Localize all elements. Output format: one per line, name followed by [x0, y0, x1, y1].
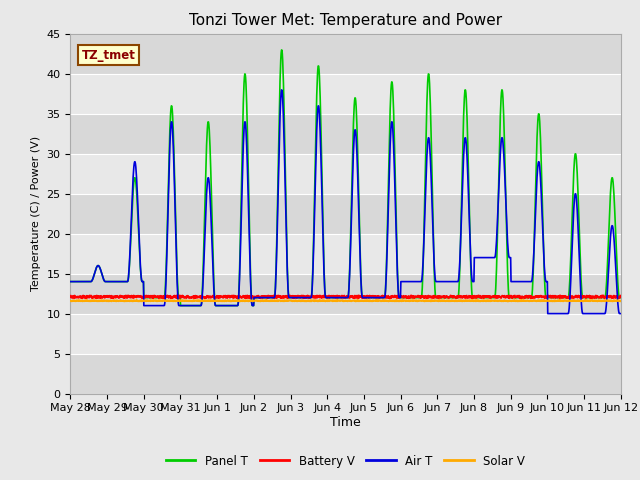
Panel T [189, 303, 197, 309]
Bar [70, 193, 621, 234]
Line: Air T: Air T [70, 90, 621, 313]
Line: Solar V: Solar V [70, 300, 621, 301]
Solar V [548, 298, 556, 304]
Solar V [504, 298, 511, 304]
Bar [70, 154, 621, 193]
Panel T [251, 295, 259, 300]
Air T [67, 279, 74, 285]
Battery V [552, 294, 559, 300]
Bar [70, 114, 621, 154]
Panel T [67, 279, 74, 285]
Bar [70, 274, 621, 313]
Air T [278, 87, 285, 93]
Air T [552, 311, 560, 316]
Panel T [552, 295, 560, 300]
Bar [70, 354, 621, 394]
Text: TZ_tmet: TZ_tmet [81, 49, 135, 62]
Solar V [552, 298, 560, 304]
Panel T [432, 294, 440, 300]
Solar V [431, 298, 439, 304]
Solar V [176, 298, 184, 303]
Battery V [67, 294, 74, 300]
Solar V [189, 298, 197, 303]
Solar V [159, 298, 167, 303]
Bar [70, 34, 621, 73]
Line: Battery V: Battery V [70, 296, 621, 298]
Solar V [251, 298, 259, 304]
Air T [189, 303, 196, 309]
Legend: Panel T, Battery V, Air T, Solar V: Panel T, Battery V, Air T, Solar V [161, 450, 530, 472]
Battery V [189, 294, 196, 300]
Battery V [591, 295, 598, 301]
Air T [250, 295, 258, 300]
Battery V [431, 293, 439, 299]
Bar [70, 73, 621, 114]
Title: Tonzi Tower Met: Temperature and Power: Tonzi Tower Met: Temperature and Power [189, 13, 502, 28]
Battery V [504, 294, 511, 300]
Air T [431, 276, 439, 282]
Y-axis label: Temperature (C) / Power (V): Temperature (C) / Power (V) [31, 136, 41, 291]
Panel T [278, 47, 285, 53]
Solar V [617, 298, 625, 304]
X-axis label: Time: Time [330, 416, 361, 429]
Panel T [504, 268, 511, 274]
Air T [175, 303, 183, 309]
Battery V [617, 293, 625, 299]
Bar [70, 234, 621, 274]
Battery V [447, 293, 454, 299]
Panel T [175, 295, 183, 300]
Line: Panel T: Panel T [70, 50, 621, 306]
Bar [70, 313, 621, 354]
Panel T [177, 303, 184, 309]
Air T [504, 232, 511, 238]
Panel T [617, 295, 625, 300]
Air T [617, 311, 625, 316]
Battery V [250, 294, 258, 300]
Battery V [175, 294, 183, 300]
Air T [544, 311, 552, 316]
Solar V [67, 298, 74, 304]
